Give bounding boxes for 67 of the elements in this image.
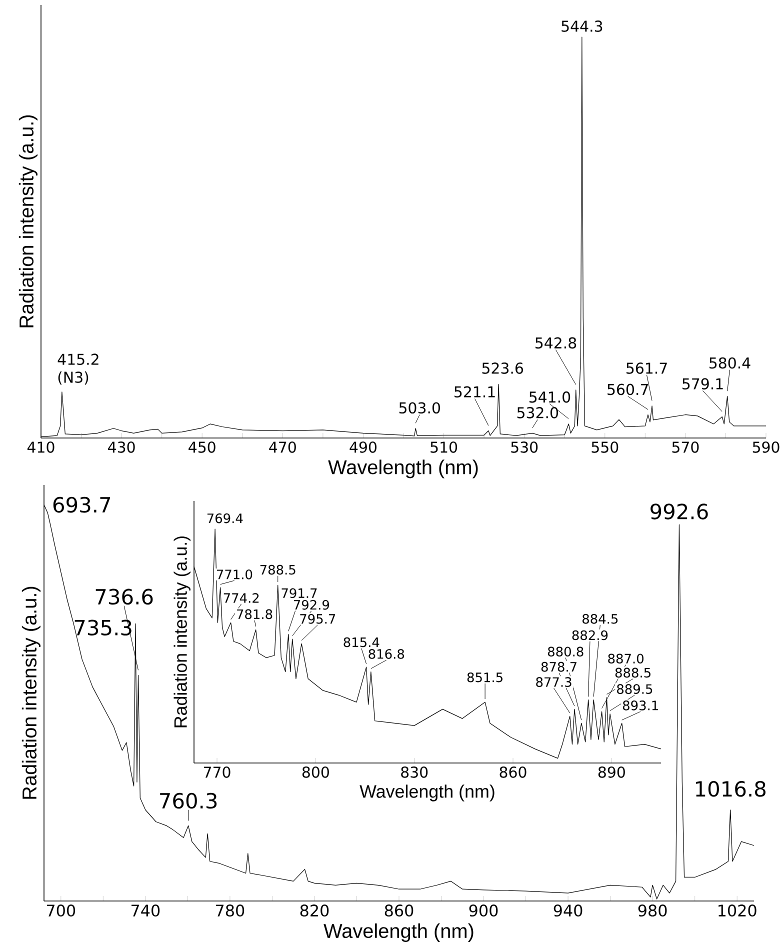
- x-axis-title: Wavelength (nm): [324, 923, 474, 942]
- x-tick-label: 900: [469, 904, 498, 917]
- y-axis-title: Radiation intensity (a.u.): [174, 536, 190, 728]
- annotation: 795.7: [300, 614, 336, 624]
- annotation: 880.8: [548, 646, 584, 657]
- annotation: 521.1: [454, 386, 495, 398]
- annotation: 415.2 (N3): [58, 354, 98, 385]
- annotation: 503.0: [399, 402, 440, 414]
- x-tick-label: 510: [430, 442, 458, 453]
- annotation: 815.4: [344, 637, 380, 648]
- annotation: 693.7: [53, 496, 110, 513]
- x-tick-label: 820: [300, 904, 329, 917]
- annotation: 771.0: [216, 570, 252, 580]
- x-tick-label: 450: [188, 442, 216, 453]
- annotation: 816.8: [368, 649, 404, 659]
- x-tick-label: 490: [350, 442, 376, 453]
- x-tick-label: 980: [638, 904, 667, 917]
- annotation: 788.5: [260, 564, 296, 575]
- x-axis-title: Wavelength (nm): [360, 784, 494, 802]
- x-tick-label: 470: [269, 442, 296, 453]
- annotation: 884.5: [582, 614, 618, 624]
- x-tick-label: 830: [401, 766, 428, 778]
- annotation: 882.9: [572, 630, 608, 640]
- annotation: 769.4: [207, 513, 243, 524]
- x-tick-label: 860: [384, 904, 414, 917]
- annotation: 792.9: [294, 600, 330, 610]
- x-tick-label: 430: [108, 442, 135, 453]
- x-tick-label: 550: [592, 442, 618, 453]
- annotation: 736.6: [96, 588, 153, 605]
- annotation: 888.5: [615, 668, 650, 678]
- annotation: 541.0: [529, 391, 570, 403]
- x-tick-label: 410: [27, 442, 54, 453]
- x-tick-label: 590: [752, 442, 780, 453]
- x-tick-label: 1020: [718, 904, 756, 917]
- annotation: 560.7: [608, 384, 648, 396]
- y-axis-title: Radiation intensity (a.u.): [18, 115, 38, 328]
- annotation: 579.1: [682, 378, 723, 390]
- x-tick-label: 530: [511, 442, 538, 453]
- annotation: 889.5: [617, 684, 652, 694]
- x-tick-label: 860: [500, 766, 526, 778]
- annotation: 532.0: [517, 407, 558, 418]
- annotation: 851.5: [467, 672, 502, 682]
- x-tick-label: 740: [132, 904, 160, 917]
- x-tick-label: 570: [672, 442, 699, 453]
- x-tick-label: 940: [554, 904, 582, 917]
- annotation: 992.6: [650, 504, 708, 520]
- annotation: 887.0: [608, 654, 644, 664]
- x-axis-title: Wavelength (nm): [328, 460, 478, 478]
- x-tick-label: 890: [598, 766, 625, 778]
- annotation: 1016.8: [696, 780, 766, 797]
- annotation: 523.6: [482, 362, 524, 374]
- annotation: 542.8: [536, 337, 576, 349]
- annotation: 544.3: [562, 20, 602, 32]
- annotation: 878.7: [541, 662, 576, 672]
- annotation: 877.3: [536, 677, 572, 687]
- x-tick-label: 770: [204, 766, 230, 778]
- annotation: 760.3: [160, 792, 217, 809]
- annotation: 893.1: [622, 700, 658, 710]
- annotation: 781.8: [237, 609, 272, 620]
- annotation: 580.4: [710, 357, 750, 369]
- x-tick-label: 800: [302, 766, 329, 778]
- y-axis-title: Radiation intensity (a.u.): [22, 586, 40, 799]
- x-tick-label: 780: [216, 904, 244, 917]
- x-tick-label: 700: [47, 904, 76, 917]
- annotation: 791.7: [282, 588, 317, 598]
- annotation: 774.2: [224, 593, 259, 603]
- annotation: 561.7: [626, 362, 667, 374]
